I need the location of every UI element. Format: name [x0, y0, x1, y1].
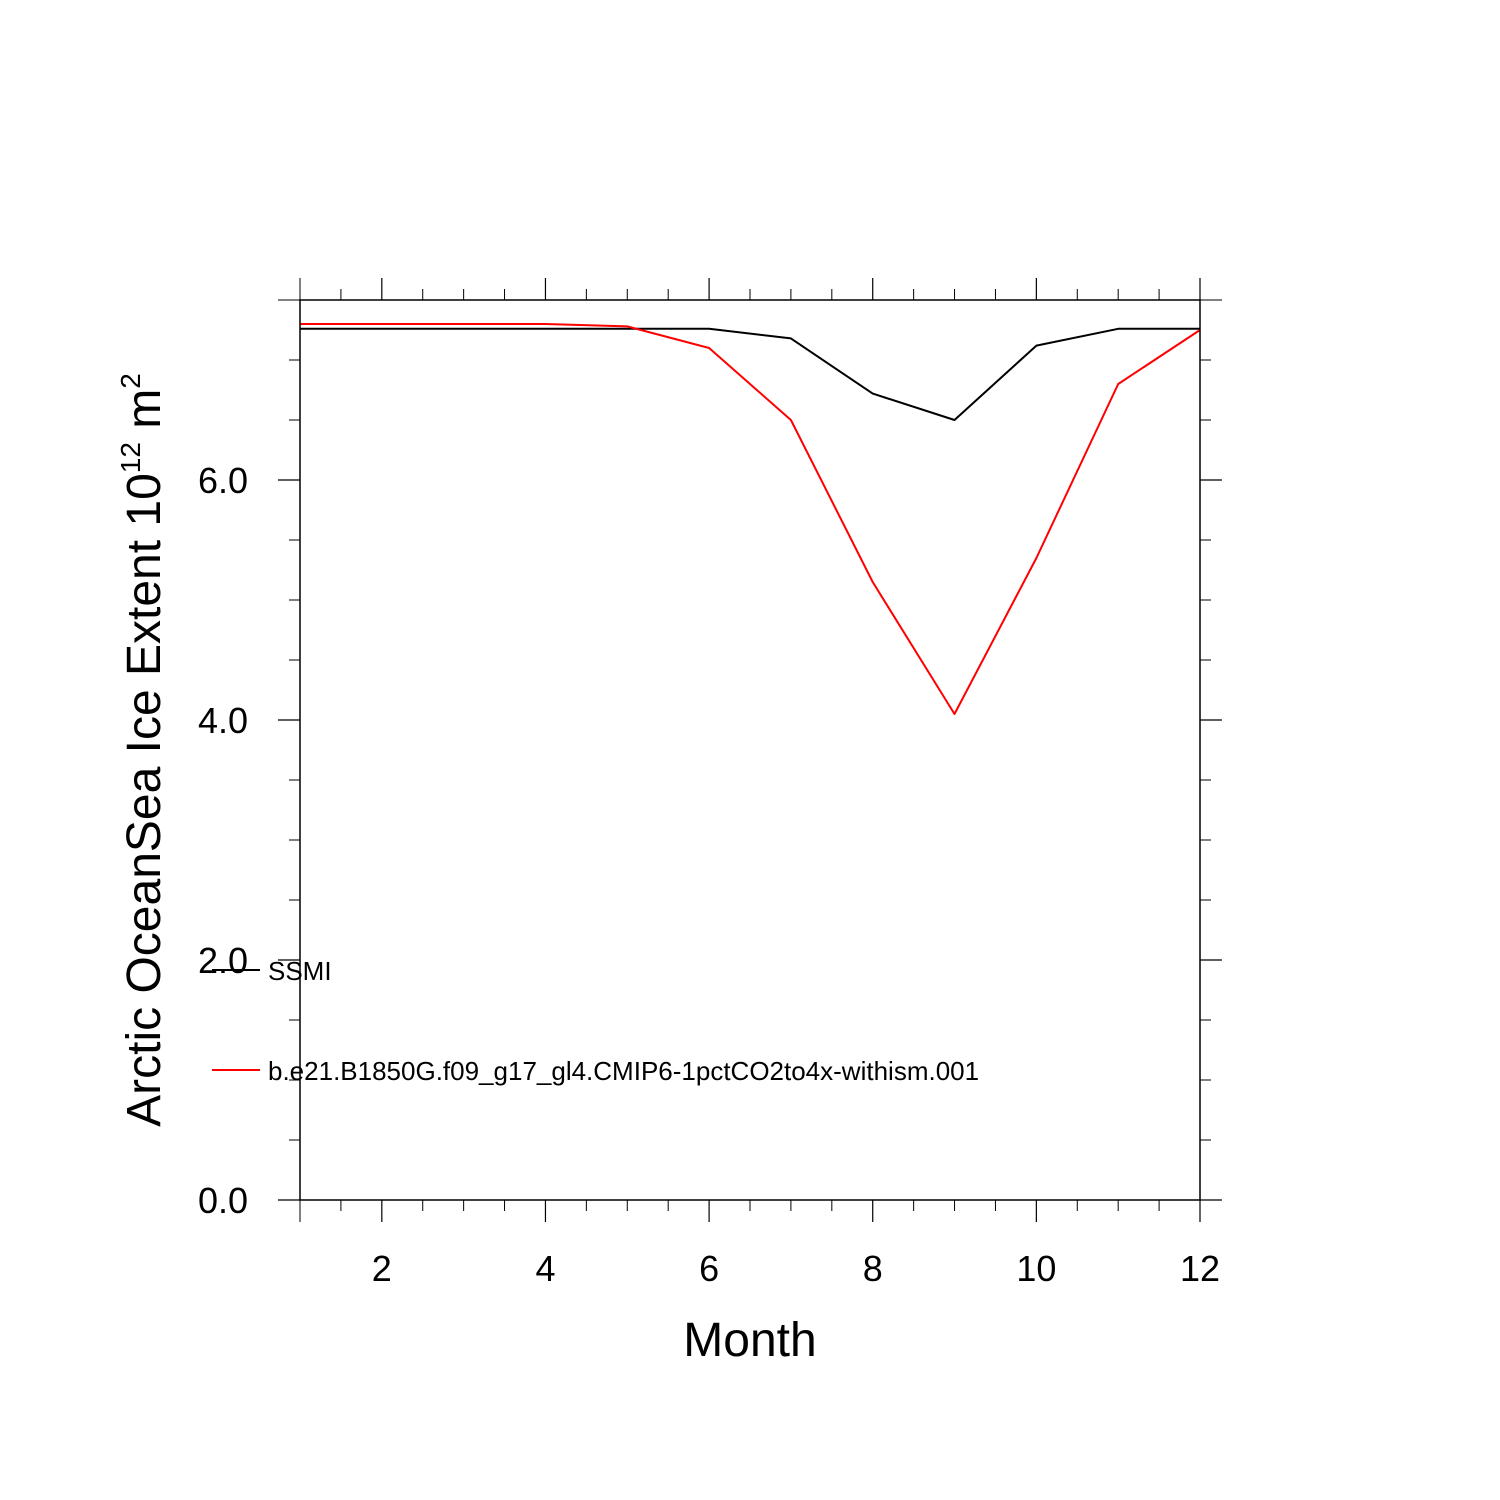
x-tick-label: 4 [535, 1248, 555, 1289]
y-tick-label: 4.0 [198, 700, 248, 741]
series-line-ssmi [300, 327, 1200, 421]
y-axis-title-unit-exponent: 2 [115, 373, 146, 389]
y-axis-title: Arctic OceanSea Ice Extent 1012 m2 [115, 373, 171, 1127]
series-line-model [300, 323, 1201, 715]
y-axis-title-unit: m [118, 389, 171, 442]
x-axis-title: Month [683, 1314, 816, 1367]
legend-label-model: b.e21.B1850G.f09_g17_gl4.CMIP6-1pctCO2to… [268, 1056, 979, 1086]
y-tick-label: 2.0 [198, 940, 248, 981]
plot-frame [299, 299, 1201, 1201]
legend: SSMI b.e21.B1850G.f09_g17_gl4.CMIP6-1pctC… [212, 956, 979, 1086]
x-tick-labels: 2 4 6 8 10 12 [372, 1248, 1220, 1289]
x-tick-label: 6 [699, 1248, 719, 1289]
x-tick-label: 8 [863, 1248, 883, 1289]
legend-label-ssmi: SSMI [268, 956, 332, 986]
y-axis-title-exponent: 12 [115, 442, 146, 473]
y-axis-title-text: Arctic OceanSea Ice Extent 10 [118, 473, 171, 1127]
y-tick-labels: 0.0 2.0 4.0 6.0 [198, 460, 248, 1221]
x-tick-label: 10 [1016, 1248, 1056, 1289]
minor-ticks [289, 289, 1211, 1211]
y-tick-label: 0.0 [198, 1180, 248, 1221]
series-lines [300, 323, 1201, 715]
x-tick-label: 2 [372, 1248, 392, 1289]
major-ticks [278, 278, 1222, 1222]
y-tick-label: 6.0 [198, 460, 248, 501]
x-tick-label: 12 [1180, 1248, 1220, 1289]
